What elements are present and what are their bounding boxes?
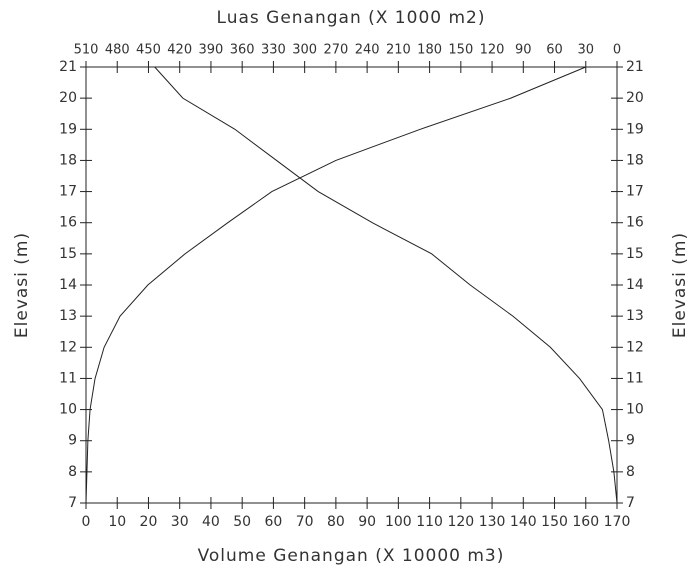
- y2-tick-label: 8: [626, 464, 635, 480]
- y-tick-label: 16: [59, 215, 77, 231]
- y-tick-label: 12: [59, 339, 77, 355]
- x2-tick-label: 480: [105, 43, 130, 58]
- x-tick-label: 30: [171, 514, 189, 530]
- y2-tick-label: 15: [626, 246, 644, 262]
- y2-tick-label: 16: [626, 215, 644, 231]
- y-tick-label: 17: [59, 184, 77, 200]
- x-tick-label: 160: [572, 514, 599, 530]
- x2-tick-label: 390: [199, 43, 224, 58]
- x2-tick-label: 60: [546, 43, 563, 58]
- x2-tick-label: 120: [480, 43, 505, 58]
- x-tick-label: 150: [541, 514, 568, 530]
- x2-tick-label: 360: [230, 43, 255, 58]
- y-tick-label: 21: [59, 59, 77, 75]
- y2-tick-label: 14: [626, 277, 644, 293]
- y-tick-label: 11: [59, 370, 77, 386]
- x-tick-label: 70: [296, 514, 314, 530]
- x-tick-label: 120: [447, 514, 474, 530]
- y2-axis-label: Elevasi (m): [670, 232, 690, 338]
- y-tick-label: 13: [59, 308, 77, 324]
- x-tick-label: 20: [140, 514, 158, 530]
- x-tick-label: 100: [385, 514, 412, 530]
- x-tick-label: 10: [108, 514, 126, 530]
- y2-tick-label: 7: [626, 495, 635, 511]
- y-axis-label: Elevasi (m): [12, 232, 32, 338]
- x-tick-label: 140: [510, 514, 537, 530]
- y-tick-label: 10: [59, 402, 77, 418]
- y2-tick-label: 18: [626, 152, 644, 168]
- x2-tick-label: 90: [515, 43, 532, 58]
- curve: [154, 66, 618, 504]
- y2-tick-label: 10: [626, 402, 644, 418]
- y-tick-label: 15: [59, 246, 77, 262]
- curve: [85, 66, 586, 504]
- x2-tick-label: 450: [136, 43, 161, 58]
- x-tick-label: 40: [202, 514, 220, 530]
- x2-axis-label: Luas Genangan (X 1000 m2): [217, 8, 486, 28]
- x2-tick-label: 0: [613, 43, 621, 58]
- x2-tick-label: 420: [167, 43, 192, 58]
- y2-tick-label: 17: [626, 184, 644, 200]
- y-tick-label: 7: [68, 495, 77, 511]
- x2-tick-label: 30: [577, 43, 594, 58]
- y-tick-label: 18: [59, 152, 77, 168]
- y2-tick-label: 21: [626, 59, 644, 75]
- x-tick-label: 170: [604, 514, 631, 530]
- x2-tick-label: 180: [417, 43, 442, 58]
- x-tick-label: 90: [358, 514, 376, 530]
- x2-tick-label: 270: [323, 43, 348, 58]
- x-tick-label: 50: [233, 514, 251, 530]
- x2-tick-label: 300: [292, 43, 317, 58]
- y-tick-label: 20: [59, 90, 77, 106]
- y-tick-label: 8: [68, 464, 77, 480]
- y2-tick-label: 19: [626, 121, 644, 137]
- x2-tick-label: 210: [386, 43, 411, 58]
- x-tick-label: 130: [479, 514, 506, 530]
- x-tick-label: 80: [327, 514, 345, 530]
- y-tick-label: 14: [59, 277, 77, 293]
- x-axis-label: Volume Genangan (X 10000 m3): [198, 546, 505, 566]
- y2-tick-label: 11: [626, 370, 644, 386]
- y-tick-label: 19: [59, 121, 77, 137]
- y-tick-label: 9: [68, 433, 77, 449]
- x2-tick-label: 150: [448, 43, 473, 58]
- x-tick-label: 0: [82, 514, 91, 530]
- x2-tick-label: 240: [355, 43, 380, 58]
- x2-tick-label: 330: [261, 43, 286, 58]
- y2-tick-label: 12: [626, 339, 644, 355]
- x-tick-label: 60: [264, 514, 282, 530]
- y2-tick-label: 20: [626, 90, 644, 106]
- y2-tick-label: 13: [626, 308, 644, 324]
- x-tick-label: 110: [416, 514, 443, 530]
- y2-tick-label: 9: [626, 433, 635, 449]
- x2-tick-label: 510: [74, 43, 99, 58]
- plot-frame: [85, 66, 618, 504]
